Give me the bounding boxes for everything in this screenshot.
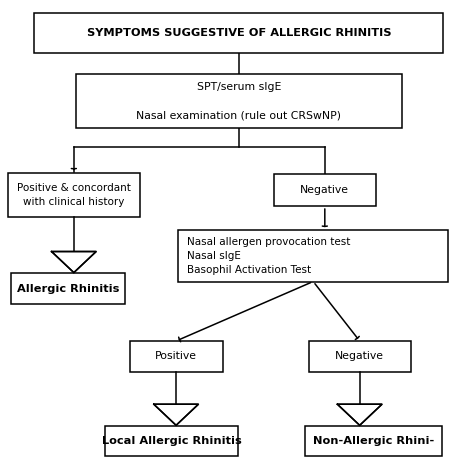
Polygon shape [154, 404, 199, 425]
Polygon shape [52, 252, 96, 273]
Text: Negative: Negative [301, 185, 349, 195]
FancyBboxPatch shape [129, 341, 223, 372]
Text: Positive: Positive [155, 351, 197, 362]
FancyBboxPatch shape [8, 173, 140, 217]
Text: Local Allergic Rhinitis: Local Allergic Rhinitis [101, 436, 241, 446]
Polygon shape [337, 404, 382, 425]
Text: Allergic Rhinitis: Allergic Rhinitis [17, 283, 119, 293]
FancyBboxPatch shape [105, 426, 237, 456]
Text: SPT/serum sIgE

Nasal examination (rule out CRSwNP): SPT/serum sIgE Nasal examination (rule o… [137, 82, 341, 120]
FancyBboxPatch shape [178, 230, 448, 282]
FancyBboxPatch shape [11, 273, 125, 304]
Text: Non-Allergic Rhini-: Non-Allergic Rhini- [313, 436, 434, 446]
Text: SYMPTOMS SUGGESTIVE OF ALLERGIC RHINITIS: SYMPTOMS SUGGESTIVE OF ALLERGIC RHINITIS [87, 28, 391, 38]
Text: Positive & concordant
with clinical history: Positive & concordant with clinical hist… [17, 183, 131, 207]
FancyBboxPatch shape [76, 74, 401, 128]
Text: Negative: Negative [335, 351, 384, 362]
Text: Nasal allergen provocation test
Nasal sIgE
Basophil Activation Test: Nasal allergen provocation test Nasal sI… [187, 237, 350, 275]
FancyBboxPatch shape [309, 341, 411, 372]
FancyBboxPatch shape [305, 426, 442, 456]
FancyBboxPatch shape [273, 174, 376, 206]
FancyBboxPatch shape [34, 13, 443, 53]
